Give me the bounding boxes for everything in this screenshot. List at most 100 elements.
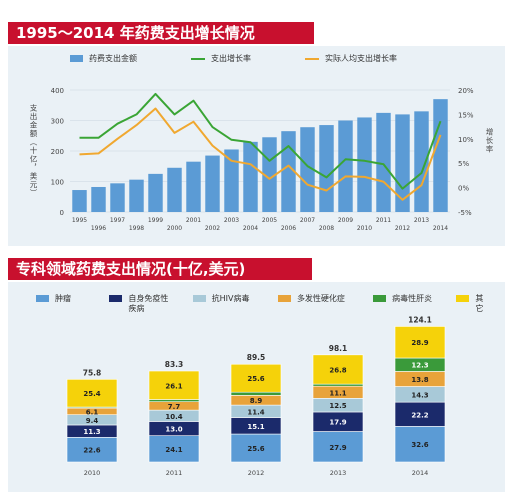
bar-2006: [281, 131, 296, 212]
chart2-panel: 肿瘤 自身免疫性疾病 抗HIV病毒 多发性硬化症 病毒性肝炎 其它 22.6 11…: [8, 282, 505, 492]
y2-tick-label: -5%: [458, 209, 472, 217]
y-tick-label: 300: [51, 118, 64, 126]
y2-tick-label: 20%: [458, 87, 474, 95]
total-label: 98.1: [329, 344, 348, 353]
x-tick-label: 1996: [91, 225, 106, 232]
data-label: 8.9: [250, 397, 263, 405]
data-label: 10.4: [165, 413, 182, 421]
x-tick-label: 2009: [338, 217, 353, 224]
x-tick-label: 1998: [129, 225, 144, 232]
bar-segment-2011: [148, 370, 200, 400]
legend-swatch: [191, 58, 205, 60]
bar-2003: [224, 149, 239, 212]
x-tick-label: 2010: [84, 469, 101, 477]
bar-2011: [376, 112, 391, 212]
legend-item-other: 其它: [456, 294, 491, 314]
legend-item-spending: 药费支出金额: [70, 54, 137, 64]
y-tick-label: 200: [51, 148, 64, 156]
data-label: 22.6: [83, 447, 100, 455]
data-label: 9.4: [86, 417, 99, 425]
bar-segment-2013: [312, 383, 364, 387]
legend-item-hepatitis: 病毒性肝炎: [373, 294, 442, 304]
bar-segment-2014: [394, 401, 446, 427]
x-tick-label: 2005: [262, 217, 277, 224]
legend-label: 实际人均支出增长率: [325, 54, 397, 63]
bar-2004: [243, 141, 258, 212]
data-label: 28.9: [411, 339, 428, 347]
data-label: 13.8: [411, 376, 428, 384]
x-tick-label: 1995: [72, 217, 87, 224]
line-series-1: [79, 92, 442, 190]
legend-swatch: [109, 295, 123, 302]
legend-item-per-capita-growth: 实际人均支出增长率: [305, 54, 397, 64]
legend-label: 自身免疫性疾病: [128, 294, 169, 313]
y2-tick-label: 10%: [458, 136, 474, 144]
bar-segment-2012: [230, 433, 282, 463]
data-label: 24.1: [165, 446, 182, 454]
x-tick-label: 2012: [248, 469, 265, 477]
x-tick-label: 2001: [186, 217, 201, 224]
line-series-2: [79, 107, 442, 201]
chart1-panel: 药费支出金额 支出增长率 实际人均支出增长率 支出金额（十亿，美元） 增长率 0…: [8, 46, 505, 246]
x-tick-label: 2004: [243, 225, 258, 232]
bar-segment-2010: [66, 437, 118, 463]
line-bar-chart: 0 100 200 300 400 -5% 0% 5% 10% 15% 20% 1995 1997 199…: [51, 87, 474, 232]
legend-swatch: [70, 55, 83, 62]
x-tick-label: 2014: [412, 469, 429, 477]
legend-swatch: [373, 295, 387, 302]
data-label: 12.5: [329, 402, 346, 410]
x-tick-label: 2008: [319, 225, 334, 232]
legend-swatch: [305, 58, 319, 60]
bar-2007: [300, 127, 315, 212]
bar-segment-2010: [66, 379, 118, 408]
bar-2009: [338, 120, 353, 212]
legend-label: 肿瘤: [55, 294, 71, 303]
data-label: 7.7: [168, 403, 181, 411]
x-tick-label: 2011: [166, 469, 183, 477]
data-label: 13.0: [165, 426, 182, 434]
legend-item-growth: 支出增长率: [191, 54, 251, 64]
legend-item-multiple-sclerosis: 多发性硬化症: [277, 294, 359, 304]
data-label: 27.9: [329, 444, 346, 452]
x-tick-label: 2007: [300, 217, 315, 224]
data-label: 17.9: [329, 419, 346, 427]
legend-swatch: [36, 295, 49, 302]
x-tick-label: 2006: [281, 225, 296, 232]
bar-2010: [357, 117, 372, 212]
data-label: 15.1: [247, 423, 264, 431]
bar-segment-2011: [148, 399, 200, 403]
data-label: 25.6: [247, 375, 264, 383]
legend-label: 其它: [475, 294, 484, 313]
legend-label: 病毒性肝炎: [392, 294, 433, 303]
total-label: 75.8: [83, 368, 102, 377]
data-label: 14.3: [411, 391, 428, 399]
total-label: 83.3: [165, 360, 184, 369]
bar-1996: [91, 186, 106, 212]
bar-segment-2012: [230, 391, 282, 396]
x-tick-label: 1999: [148, 217, 163, 224]
bar-2014: [433, 99, 448, 212]
x-tick-label: 2003: [224, 217, 239, 224]
legend-item-hiv: 抗HIV病毒: [192, 294, 264, 304]
x-tick-label: 2011: [376, 217, 391, 224]
legend-swatch: [277, 295, 291, 302]
legend-swatch: [456, 295, 470, 302]
bar-segment-2012: [230, 363, 282, 393]
bar-1999: [148, 173, 163, 212]
x-tick-label: 1997: [110, 217, 125, 224]
chart2-legend: 肿瘤 自身免疫性疾病 抗HIV病毒 多发性硬化症 病毒性肝炎 其它: [36, 294, 505, 314]
legend-label: 药费支出金额: [89, 54, 137, 63]
legend-label: 支出增长率: [211, 54, 251, 63]
x-tick-label: 2010: [357, 225, 372, 232]
legend-item-oncology: 肿瘤: [36, 294, 95, 304]
data-label: 11.4: [247, 408, 264, 416]
x-tick-label: 2012: [395, 225, 410, 232]
bar-2000: [167, 167, 182, 212]
bar-segment-2014: [394, 326, 446, 359]
bar-segment-2013: [312, 354, 364, 385]
y-tick-label: 100: [51, 179, 64, 187]
data-label: 26.1: [165, 382, 182, 390]
data-label: 6.1: [86, 408, 99, 416]
data-label: 26.8: [329, 366, 346, 374]
legend-label: 抗HIV病毒: [211, 294, 250, 303]
